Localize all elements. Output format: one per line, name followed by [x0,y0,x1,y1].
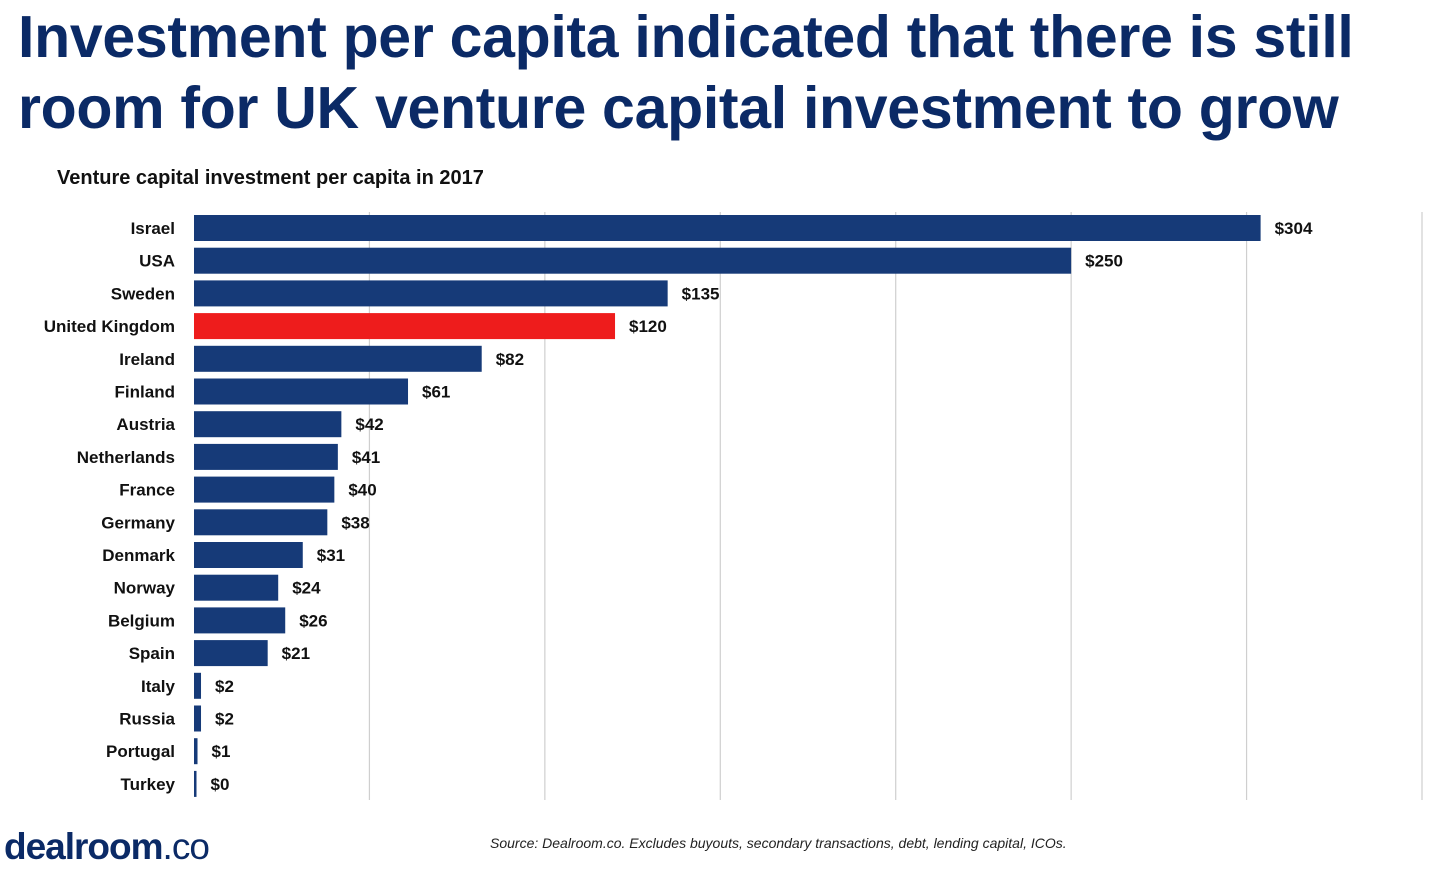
category-label-sweden: Sweden [111,284,175,303]
category-label-israel: Israel [131,219,175,238]
value-label-finland: $61 [422,383,450,402]
category-label-united-kingdom: United Kingdom [44,317,175,336]
category-label-ireland: Ireland [119,350,175,369]
bar-norway [194,574,279,601]
category-label-belgium: Belgium [108,611,175,630]
value-label-israel: $304 [1275,219,1313,238]
bar-spain [194,640,268,667]
value-label-denmark: $31 [317,546,345,565]
category-label-russia: Russia [119,710,175,729]
bar-denmark [194,542,303,568]
bar-usa [194,247,1072,274]
bar-sweden [194,280,668,307]
bar-united-kingdom [194,313,616,340]
bar-chart: Israel $304 USA $250 Sweden $135 United Kingdo… [44,212,1423,800]
category-label-usa: USA [139,252,175,271]
value-label-austria: $42 [355,415,383,434]
logo-main-text: dealroom [4,826,164,867]
bar-israel [194,215,1261,241]
bar-ireland [194,345,482,372]
bar-germany [194,509,328,536]
category-label-germany: Germany [101,513,175,532]
value-label-norway: $24 [292,579,321,598]
category-label-spain: Spain [129,644,175,663]
value-label-united-kingdom: $120 [629,317,667,336]
value-label-france: $40 [348,481,376,500]
value-label-sweden: $135 [682,284,720,303]
category-label-turkey: Turkey [121,775,176,794]
bar-turkey [194,770,197,797]
headline: Investment per capita indicated that the… [18,4,1354,141]
bar-belgium [194,607,286,634]
value-label-portugal: $1 [212,742,231,761]
value-label-germany: $38 [341,513,369,532]
bar-austria [194,411,342,438]
value-label-turkey: $0 [211,775,230,794]
category-label-portugal: Portugal [106,742,175,761]
source-note: Source: Dealroom.co. Excludes buyouts, s… [490,835,1067,851]
chart-title: Venture capital investment per capita in… [57,167,484,189]
bar-france [194,476,335,503]
value-label-belgium: $26 [299,611,327,630]
bar-portugal [194,738,198,765]
category-label-norway: Norway [114,579,176,598]
bar-finland [194,378,409,405]
category-label-netherlands: Netherlands [77,448,175,467]
category-label-italy: Italy [141,677,176,696]
bar-netherlands [194,443,338,470]
category-label-denmark: Denmark [102,546,175,565]
value-label-ireland: $82 [496,350,524,369]
value-label-italy: $2 [215,677,234,696]
value-label-usa: $250 [1085,252,1123,271]
value-label-netherlands: $41 [352,448,380,467]
value-label-spain: $21 [282,644,310,663]
bar-russia [194,705,202,732]
category-label-france: France [119,481,175,500]
dealroom-logo: dealroom.co [4,824,210,870]
bar-italy [194,672,202,699]
category-label-finland: Finland [115,383,175,402]
value-label-russia: $2 [215,710,234,729]
logo-suffix-text: .co [162,826,210,867]
category-label-austria: Austria [116,415,175,434]
